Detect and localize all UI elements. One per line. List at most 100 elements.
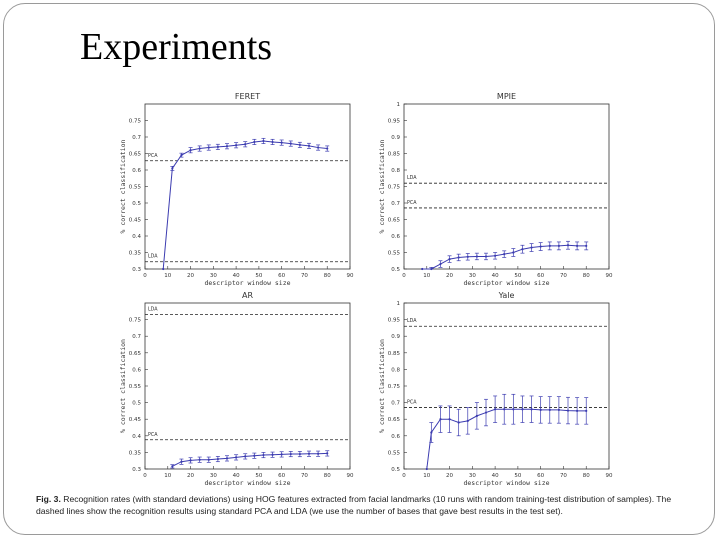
data-point bbox=[326, 147, 329, 150]
data-point bbox=[475, 255, 478, 258]
data-point bbox=[521, 408, 524, 411]
x-tick-label: 70 bbox=[560, 273, 567, 279]
data-point bbox=[189, 459, 192, 462]
x-tick-label: 30 bbox=[210, 273, 217, 279]
x-tick-label: 10 bbox=[423, 473, 430, 479]
x-tick-label: 70 bbox=[560, 473, 567, 479]
data-point bbox=[448, 258, 451, 261]
x-tick-label: 10 bbox=[164, 473, 171, 479]
data-point bbox=[439, 262, 442, 266]
y-tick-label: 0.5 bbox=[132, 401, 141, 407]
x-tick-label: 60 bbox=[537, 273, 544, 279]
x-tick-label: 40 bbox=[233, 273, 240, 279]
data-point bbox=[235, 456, 238, 459]
y-tick-label: 0.75 bbox=[129, 119, 142, 125]
x-tick-label: 90 bbox=[347, 273, 354, 279]
chart-yale: Yale 0 10 20 30 40 50 60 70 80 90 0.5 0.55 0.6 0.65 0.7… bbox=[378, 291, 613, 487]
y-tick-label: 0.65 bbox=[388, 218, 401, 224]
caption-text: Recognition rates (with standard deviati… bbox=[36, 494, 672, 516]
y-tick-label: 0.55 bbox=[388, 251, 401, 257]
chart-feret: FERET 0 10 20 30 40 50 60 70 80 90 0.3 0.35 0.4 0.45 0.… bbox=[119, 92, 354, 287]
x-tick-label: 0 bbox=[402, 473, 406, 479]
x-tick-label: 80 bbox=[583, 273, 590, 279]
y-tick-label: 0.8 bbox=[391, 168, 400, 174]
chart-ar: AR 0 10 20 30 40 50 60 70 80 90 0.3 0.35 0.4 0.45 0.5 0.… bbox=[119, 291, 354, 487]
y-tick-label: 0.55 bbox=[129, 384, 142, 390]
data-point bbox=[457, 421, 460, 424]
data-point bbox=[439, 418, 442, 421]
y-tick-label: 0.45 bbox=[129, 417, 142, 423]
data-point bbox=[557, 408, 560, 412]
data-point bbox=[448, 418, 451, 421]
y-tick-label: 0.5 bbox=[132, 201, 141, 207]
x-tick-label: 90 bbox=[347, 473, 354, 479]
x-tick-label: 50 bbox=[255, 473, 262, 479]
baseline-label: LDA bbox=[407, 318, 417, 324]
data-point bbox=[484, 411, 488, 414]
data-point bbox=[317, 452, 320, 455]
data-point bbox=[262, 453, 265, 457]
data-point bbox=[494, 408, 497, 411]
baseline-label: PCA bbox=[148, 432, 158, 438]
x-tick-label: 80 bbox=[324, 473, 331, 479]
data-point bbox=[548, 408, 551, 412]
data-point bbox=[307, 144, 311, 148]
data-point bbox=[512, 408, 515, 411]
figure-caption: Fig. 3. Recognition rates (with standard… bbox=[36, 493, 686, 517]
data-point bbox=[430, 267, 433, 271]
y-tick-label: 1 bbox=[397, 301, 401, 307]
y-tick-label: 0.35 bbox=[129, 251, 142, 257]
data-point bbox=[566, 409, 570, 412]
data-point bbox=[503, 253, 506, 256]
x-tick-label: 80 bbox=[583, 473, 590, 479]
plot-frame bbox=[403, 302, 610, 470]
data-point bbox=[326, 452, 329, 455]
chart-title: MPIE bbox=[497, 92, 516, 101]
data-point bbox=[225, 145, 229, 148]
y-tick-label: 0.65 bbox=[129, 152, 142, 158]
x-tick-label: 10 bbox=[164, 273, 171, 279]
data-point bbox=[289, 452, 292, 456]
data-point bbox=[530, 246, 533, 249]
data-point bbox=[253, 454, 256, 457]
x-tick-label: 60 bbox=[278, 473, 285, 479]
slide-title: Experiments bbox=[80, 26, 273, 68]
x-tick-label: 40 bbox=[492, 473, 499, 479]
data-point bbox=[466, 255, 469, 258]
y-tick-label: 0.95 bbox=[388, 318, 401, 324]
y-tick-label: 0.3 bbox=[132, 267, 141, 273]
data-point bbox=[512, 251, 515, 254]
x-tick-label: 0 bbox=[143, 273, 147, 279]
data-point bbox=[548, 244, 551, 247]
data-point bbox=[298, 143, 301, 147]
x-tick-label: 70 bbox=[301, 473, 308, 479]
y-axis-label: % correct classification bbox=[119, 139, 127, 233]
baseline-label: PCA bbox=[148, 153, 158, 159]
y-tick-label: 0.7 bbox=[132, 334, 141, 340]
x-tick-label: 40 bbox=[492, 273, 499, 279]
data-point bbox=[225, 457, 229, 460]
data-point bbox=[207, 146, 210, 149]
data-point bbox=[216, 145, 219, 148]
y-tick-label: 0.5 bbox=[391, 467, 400, 473]
data-point bbox=[207, 458, 210, 461]
data-point bbox=[180, 460, 183, 463]
x-tick-label: 0 bbox=[402, 273, 406, 279]
plot-frame bbox=[144, 103, 351, 270]
data-point bbox=[253, 140, 256, 144]
x-tick-label: 80 bbox=[324, 273, 331, 279]
data-point bbox=[162, 267, 165, 271]
data-point bbox=[576, 409, 579, 412]
x-tick-label: 90 bbox=[606, 273, 613, 279]
x-tick-label: 50 bbox=[514, 273, 521, 279]
data-point bbox=[585, 244, 588, 247]
data-point bbox=[280, 141, 283, 144]
data-point bbox=[298, 452, 301, 456]
y-axis-label: % correct classification bbox=[378, 339, 386, 433]
data-point bbox=[421, 267, 424, 271]
data-point bbox=[457, 256, 460, 259]
data-point bbox=[171, 167, 174, 170]
data-point bbox=[216, 457, 219, 461]
chart-mpie: MPIE 0 10 20 30 40 50 60 70 80 90 0.5 0.55 0.6 0.65 0.7… bbox=[378, 92, 613, 287]
